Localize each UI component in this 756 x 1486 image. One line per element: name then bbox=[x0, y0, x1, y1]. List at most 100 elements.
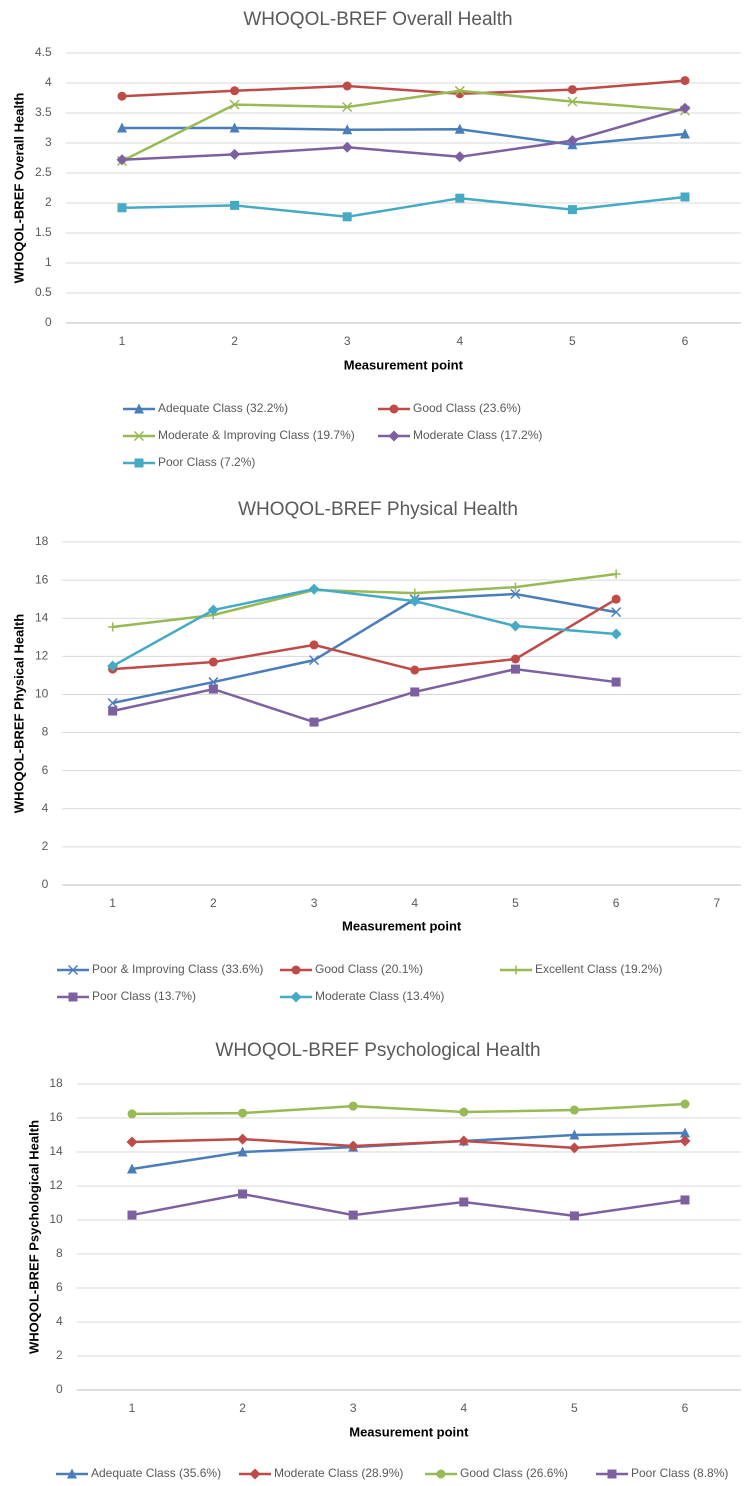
marker bbox=[230, 86, 240, 96]
y-tick-label: 10 bbox=[35, 687, 49, 701]
legend-label: Good Class (23.6%) bbox=[413, 401, 521, 415]
marker bbox=[348, 1210, 358, 1220]
marker bbox=[454, 85, 465, 96]
series-line bbox=[131, 1102, 686, 1116]
marker bbox=[566, 135, 578, 147]
y-tick-label: 10 bbox=[49, 1212, 63, 1226]
x-tick-label: 4 bbox=[460, 1401, 467, 1415]
marker bbox=[208, 657, 218, 667]
marker bbox=[133, 430, 145, 442]
y-tick-label: 3.5 bbox=[35, 105, 52, 119]
marker bbox=[680, 1099, 690, 1109]
marker bbox=[567, 96, 578, 107]
marker bbox=[108, 706, 118, 716]
legend-label: Adequate Class (32.2%) bbox=[158, 401, 288, 415]
marker bbox=[126, 1136, 138, 1148]
marker bbox=[611, 677, 621, 687]
series-line bbox=[131, 1131, 686, 1171]
marker bbox=[454, 123, 465, 134]
series-line bbox=[112, 592, 617, 705]
marker bbox=[388, 430, 400, 442]
y-tick-label: 2 bbox=[56, 1348, 63, 1362]
marker bbox=[107, 697, 118, 709]
y-tick-label: 2 bbox=[42, 839, 49, 853]
chart-title: WHOQOL-BREF Overall Health bbox=[243, 9, 512, 30]
x-tick-label: 1 bbox=[129, 1401, 136, 1415]
marker bbox=[127, 1210, 137, 1220]
marker bbox=[116, 154, 128, 166]
legend-label: Excellent Class (19.2%) bbox=[535, 962, 662, 976]
y-tick-label: 2 bbox=[45, 195, 52, 209]
marker bbox=[510, 582, 520, 592]
chart-title: WHOQOL-BREF Physical Health bbox=[238, 499, 518, 520]
marker bbox=[229, 122, 240, 133]
y-tick-label: 18 bbox=[49, 1076, 63, 1090]
chart-title: WHOQOL-BREF Psychological Health bbox=[215, 1040, 540, 1061]
x-axis-label: Measurement point bbox=[344, 357, 464, 372]
marker bbox=[107, 660, 119, 672]
legend-label: Poor Class (8.8%) bbox=[631, 1466, 728, 1480]
marker bbox=[680, 1127, 690, 1138]
marker bbox=[510, 588, 521, 600]
marker bbox=[342, 124, 353, 135]
y-tick-label: 16 bbox=[35, 572, 49, 586]
marker bbox=[569, 1129, 580, 1140]
legend-label: Adequate Class (35.6%) bbox=[91, 1466, 221, 1480]
marker bbox=[679, 1135, 691, 1147]
y-tick-label: 18 bbox=[35, 534, 49, 548]
marker bbox=[341, 141, 353, 153]
y-axis-label: WHOQOL-BREF Overall Health bbox=[11, 93, 26, 284]
line-chart: WHOQOL-BREF Psychological Health Measurem… bbox=[26, 1040, 741, 1480]
marker bbox=[207, 604, 219, 616]
legend-item: Moderate Class (28.9%) bbox=[239, 1466, 403, 1480]
x-tick-label: 5 bbox=[512, 896, 519, 910]
marker bbox=[454, 151, 466, 163]
x-tick-label: 2 bbox=[231, 334, 238, 348]
marker bbox=[679, 102, 691, 114]
x-tick-label: 5 bbox=[571, 1401, 578, 1415]
x-tick-label: 4 bbox=[456, 334, 463, 348]
series-line bbox=[112, 667, 617, 724]
x-tick-label: 4 bbox=[411, 896, 418, 910]
series-line bbox=[112, 572, 617, 629]
marker bbox=[290, 991, 302, 1003]
legend-label: Moderate Class (28.9%) bbox=[274, 1466, 403, 1480]
marker bbox=[680, 192, 690, 202]
marker bbox=[568, 1142, 580, 1154]
marker bbox=[410, 687, 420, 697]
x-tick-label: 6 bbox=[613, 896, 620, 910]
y-tick-label: 0 bbox=[45, 315, 52, 329]
marker bbox=[237, 1133, 249, 1145]
legend-label: Good Class (20.1%) bbox=[315, 962, 423, 976]
marker bbox=[409, 595, 421, 607]
marker bbox=[459, 1107, 469, 1117]
y-tick-label: 3 bbox=[45, 135, 52, 149]
y-tick-label: 14 bbox=[35, 610, 49, 624]
legend-item: Adequate Class (35.6%) bbox=[56, 1466, 221, 1480]
marker bbox=[342, 81, 352, 91]
marker bbox=[68, 992, 78, 1002]
y-tick-label: 6 bbox=[56, 1280, 63, 1294]
y-tick-label: 2.5 bbox=[35, 165, 52, 179]
legend-item: Excellent Class (19.2%) bbox=[500, 962, 662, 976]
legend-label: Good Class (26.6%) bbox=[460, 1466, 568, 1480]
y-tick-label: 1.5 bbox=[35, 225, 52, 239]
legend-label: Moderate Class (17.2%) bbox=[413, 428, 542, 442]
marker bbox=[569, 1105, 579, 1115]
y-tick-label: 4.5 bbox=[35, 45, 52, 59]
y-tick-label: 16 bbox=[49, 1110, 63, 1124]
y-tick-label: 4 bbox=[42, 801, 49, 815]
y-tick-label: 14 bbox=[49, 1144, 63, 1158]
y-tick-label: 4 bbox=[45, 75, 52, 89]
marker bbox=[208, 684, 218, 694]
marker bbox=[309, 640, 319, 650]
legend-label: Moderate Class (13.4%) bbox=[315, 989, 444, 1003]
x-tick-label: 6 bbox=[682, 1401, 689, 1415]
marker bbox=[67, 964, 79, 976]
legend-item: Moderate & Improving Class (19.7%) bbox=[123, 428, 355, 442]
x-tick-label: 3 bbox=[311, 896, 318, 910]
y-tick-label: 8 bbox=[56, 1246, 63, 1260]
marker bbox=[237, 1146, 248, 1157]
marker bbox=[511, 965, 521, 975]
